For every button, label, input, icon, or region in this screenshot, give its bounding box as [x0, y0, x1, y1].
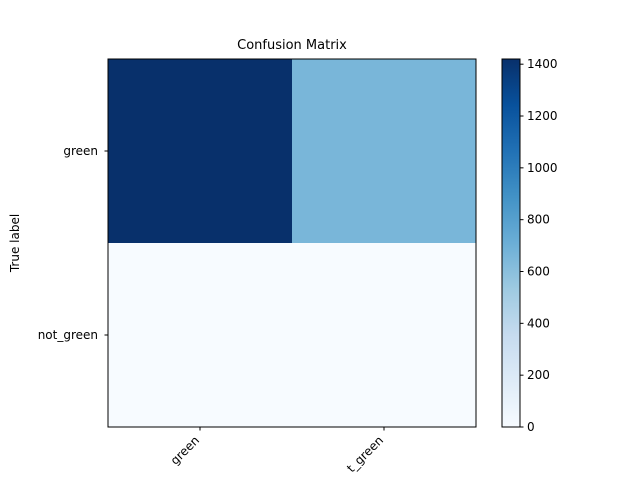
colorbar-tick-label: 1000 [527, 161, 558, 175]
colorbar-tick-label: 200 [527, 368, 550, 382]
heatmap-cell [292, 59, 476, 243]
colorbar-tick-label: 0 [527, 420, 535, 434]
colorbar-ticks: 0 200 400 600 800 1000 1200 1400 [520, 57, 558, 434]
colorbar-tick-label: 400 [527, 316, 550, 330]
colorbar-tick-label: 1200 [527, 109, 558, 123]
colorbar-tick-label: 800 [527, 213, 550, 227]
plot-frame [107, 58, 477, 428]
y-tick-label: green [63, 144, 98, 158]
x-tick-label: green [168, 433, 202, 467]
y-tick-label: not_green [38, 328, 98, 342]
colorbar [501, 58, 521, 428]
y-axis-label: True label [8, 214, 22, 273]
colorbar-tick-label: 600 [527, 265, 550, 279]
x-ticks: green t_green [168, 427, 386, 475]
x-tick-label: t_green [344, 433, 386, 475]
heatmap-cell [292, 243, 476, 427]
heatmap-cell [108, 243, 292, 427]
colorbar-tick-label: 1400 [527, 57, 558, 71]
chart-title: Confusion Matrix [237, 38, 347, 53]
heatmap-cell [108, 59, 292, 243]
y-ticks: green not_green [38, 144, 108, 342]
heatmap-cells [108, 59, 476, 427]
